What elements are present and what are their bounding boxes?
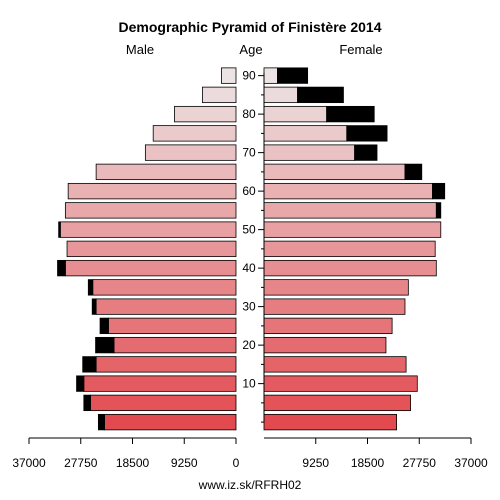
male-excess-15-19 bbox=[82, 356, 97, 373]
female-bar-60-64 bbox=[263, 182, 433, 200]
age-tick-label-40: 40 bbox=[242, 261, 256, 275]
male-excess-40-44 bbox=[57, 259, 66, 277]
male-bar-50-54 bbox=[59, 221, 237, 238]
female-bar-85-89 bbox=[263, 86, 298, 104]
x-tick-label-8: 37000 bbox=[454, 456, 488, 470]
male-excess-30-34 bbox=[91, 298, 97, 315]
female-bar-25-29 bbox=[263, 317, 393, 335]
female-excess-70-74 bbox=[354, 144, 378, 161]
age-tick-label-80: 80 bbox=[242, 107, 256, 121]
age-tick-label-20: 20 bbox=[242, 338, 256, 352]
female-bars bbox=[263, 67, 446, 431]
x-axis: 37000 27750 18500 9250 0 9250 18500 27750 37000 bbox=[12, 437, 488, 470]
age-tick-label-90: 90 bbox=[242, 69, 256, 83]
female-bar-10-14 bbox=[263, 375, 418, 392]
x-tick-label-4: 0 bbox=[233, 456, 240, 470]
female-header: Female bbox=[339, 42, 382, 57]
female-bar-70-74 bbox=[263, 144, 356, 161]
x-tick-label-7: 27750 bbox=[403, 456, 437, 470]
source-footer: www.iz.sk/RFRH02 bbox=[198, 478, 302, 492]
male-excess-25-29 bbox=[99, 317, 109, 335]
male-bar-45-49 bbox=[66, 240, 237, 258]
male-bar-90+ bbox=[221, 67, 237, 84]
female-bar-90+ bbox=[263, 67, 278, 84]
male-bar-5-9 bbox=[90, 394, 237, 412]
male-excess-5-9 bbox=[83, 394, 91, 412]
male-bar-70-74 bbox=[144, 144, 237, 161]
male-bar-30-34 bbox=[95, 298, 237, 315]
age-axis: 10 20 30 40 50 60 70 80 90 bbox=[242, 69, 265, 423]
female-excess-65-69 bbox=[404, 163, 423, 181]
female-bar-35-39 bbox=[263, 279, 409, 296]
female-excess-60-64 bbox=[431, 182, 446, 200]
male-bar-25-29 bbox=[108, 317, 237, 335]
female-bar-20-24 bbox=[263, 336, 387, 354]
female-bar-0-4 bbox=[263, 413, 397, 431]
age-tick-label-10: 10 bbox=[242, 377, 256, 391]
age-tick-label-50: 50 bbox=[242, 223, 256, 237]
female-excess-75-79 bbox=[346, 125, 388, 142]
female-bar-80-84 bbox=[263, 105, 328, 123]
female-excess-85-89 bbox=[297, 86, 344, 104]
male-bar-85-89 bbox=[202, 86, 237, 104]
x-tick-label-6: 18500 bbox=[351, 456, 385, 470]
female-bar-15-19 bbox=[263, 356, 407, 373]
male-bar-35-39 bbox=[92, 279, 237, 296]
female-bar-65-69 bbox=[263, 163, 406, 181]
female-bar-40-44 bbox=[263, 259, 437, 277]
female-bar-50-54 bbox=[263, 221, 442, 238]
male-bars bbox=[57, 67, 237, 431]
male-excess-10-14 bbox=[76, 375, 85, 392]
female-excess-90+ bbox=[277, 67, 309, 84]
x-tick-label-2: 18500 bbox=[116, 456, 150, 470]
male-bar-20-24 bbox=[113, 336, 237, 354]
male-bar-40-44 bbox=[64, 259, 237, 277]
male-bar-80-84 bbox=[174, 105, 237, 123]
female-bar-45-49 bbox=[263, 240, 436, 258]
female-bar-30-34 bbox=[263, 298, 406, 315]
age-tick-label-60: 60 bbox=[242, 184, 256, 198]
x-tick-label-0: 37000 bbox=[12, 456, 46, 470]
male-header: Male bbox=[126, 42, 154, 57]
female-bar-5-9 bbox=[263, 394, 411, 412]
male-excess-0-4 bbox=[97, 413, 105, 431]
female-bar-55-59 bbox=[263, 202, 437, 219]
male-bar-10-14 bbox=[83, 375, 237, 392]
x-tick-label-3: 9250 bbox=[171, 456, 198, 470]
x-tick-label-1: 27750 bbox=[64, 456, 98, 470]
male-excess-50-54 bbox=[58, 221, 61, 238]
male-bar-15-19 bbox=[95, 356, 237, 373]
female-excess-80-84 bbox=[326, 105, 375, 123]
age-tick-label-30: 30 bbox=[242, 300, 256, 314]
chart-title: Demographic Pyramid of Finistère 2014 bbox=[119, 19, 382, 35]
male-bar-55-59 bbox=[64, 202, 237, 219]
x-tick-label-5: 9250 bbox=[302, 456, 329, 470]
female-bar-75-79 bbox=[263, 125, 348, 142]
female-excess-55-59 bbox=[435, 202, 442, 219]
male-excess-35-39 bbox=[87, 279, 94, 296]
age-header: Age bbox=[239, 42, 262, 57]
male-bar-75-79 bbox=[152, 125, 237, 142]
age-tick-label-70: 70 bbox=[242, 146, 256, 160]
male-bar-60-64 bbox=[67, 182, 237, 200]
male-excess-20-24 bbox=[95, 336, 115, 354]
male-bar-65-69 bbox=[95, 163, 237, 181]
male-bar-0-4 bbox=[104, 413, 237, 431]
